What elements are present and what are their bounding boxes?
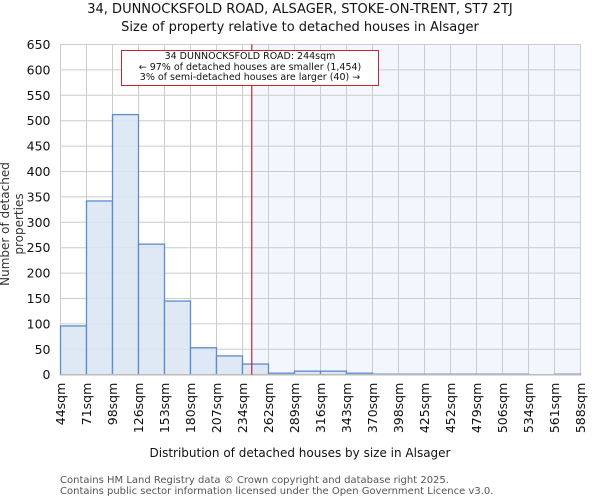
y-tick-label: 150 <box>27 291 51 306</box>
x-tick-label: 180sqm <box>183 383 198 433</box>
y-tick-label: 200 <box>27 266 51 281</box>
y-tick-label: 300 <box>27 215 51 230</box>
y-tick-label: 100 <box>27 316 51 331</box>
annotation-line-2: ← 97% of detached houses are smaller (1,… <box>138 61 362 73</box>
y-tick-label: 250 <box>27 240 51 255</box>
x-tick-label: 71sqm <box>79 383 94 426</box>
x-tick-label: 234sqm <box>235 383 250 433</box>
histogram-bar <box>59 325 88 376</box>
y-tick-label: 450 <box>27 139 51 154</box>
histogram-bar <box>85 200 114 376</box>
x-tick-label: 153sqm <box>157 383 172 433</box>
x-tick-label: 370sqm <box>365 383 380 433</box>
x-tick-label: 588sqm <box>573 383 588 433</box>
x-tick-label: 98sqm <box>105 383 120 426</box>
y-tick-label: 550 <box>27 88 51 103</box>
x-tick-label: 534sqm <box>521 383 536 433</box>
chart-title: 34, DUNNOCKSFOLD ROAD, ALSAGER, STOKE-ON… <box>87 2 513 17</box>
histogram-bar <box>137 243 166 376</box>
y-tick-label: 600 <box>27 62 51 77</box>
x-tick-label: 262sqm <box>261 383 276 433</box>
x-axis-title: Distribution of detached houses by size … <box>149 446 451 460</box>
x-tick-label: 207sqm <box>209 383 224 433</box>
x-tick-label: 289sqm <box>287 383 302 433</box>
x-tick-label: 126sqm <box>131 383 146 433</box>
footer-licence: Contains public sector information licen… <box>60 486 494 497</box>
x-tick-label: 343sqm <box>339 383 354 433</box>
histogram-bar <box>111 113 140 376</box>
y-tick-label: 400 <box>27 164 51 179</box>
annotation-line-1: 34 DUNNOCKSFOLD ROAD: 244sqm <box>164 51 336 62</box>
x-tick-label: 398sqm <box>391 383 406 433</box>
x-tick-label: 561sqm <box>547 383 562 433</box>
y-axis-title: Number of detached properties <box>0 162 26 286</box>
footer-copyright: Contains HM Land Registry data © Crown c… <box>60 475 449 486</box>
y-tick-label: 0 <box>43 367 51 382</box>
x-tick-label: 506sqm <box>495 383 510 433</box>
y-tick-label: 650 <box>27 37 51 52</box>
histogram-bar <box>163 300 192 376</box>
larger-region-shade <box>251 44 581 375</box>
histogram-bar <box>241 363 270 376</box>
annotation-line-3: 3% of semi-detached houses are larger (4… <box>139 72 361 83</box>
x-tick-label: 44sqm <box>53 383 68 426</box>
x-tick-label: 316sqm <box>313 383 328 433</box>
y-tick-label: 500 <box>27 113 51 128</box>
x-tick-label: 479sqm <box>469 383 484 433</box>
chart-subtitle: Size of property relative to detached ho… <box>121 20 479 35</box>
histogram-bar <box>215 355 244 376</box>
x-tick-label: 452sqm <box>443 383 458 433</box>
x-tick-label: 425sqm <box>417 383 432 433</box>
histogram-bar <box>189 347 218 376</box>
property-annotation: 34 DUNNOCKSFOLD ROAD: 244sqm ← 97% of de… <box>121 50 379 86</box>
y-tick-label: 350 <box>27 189 51 204</box>
y-tick-label: 50 <box>35 342 51 357</box>
